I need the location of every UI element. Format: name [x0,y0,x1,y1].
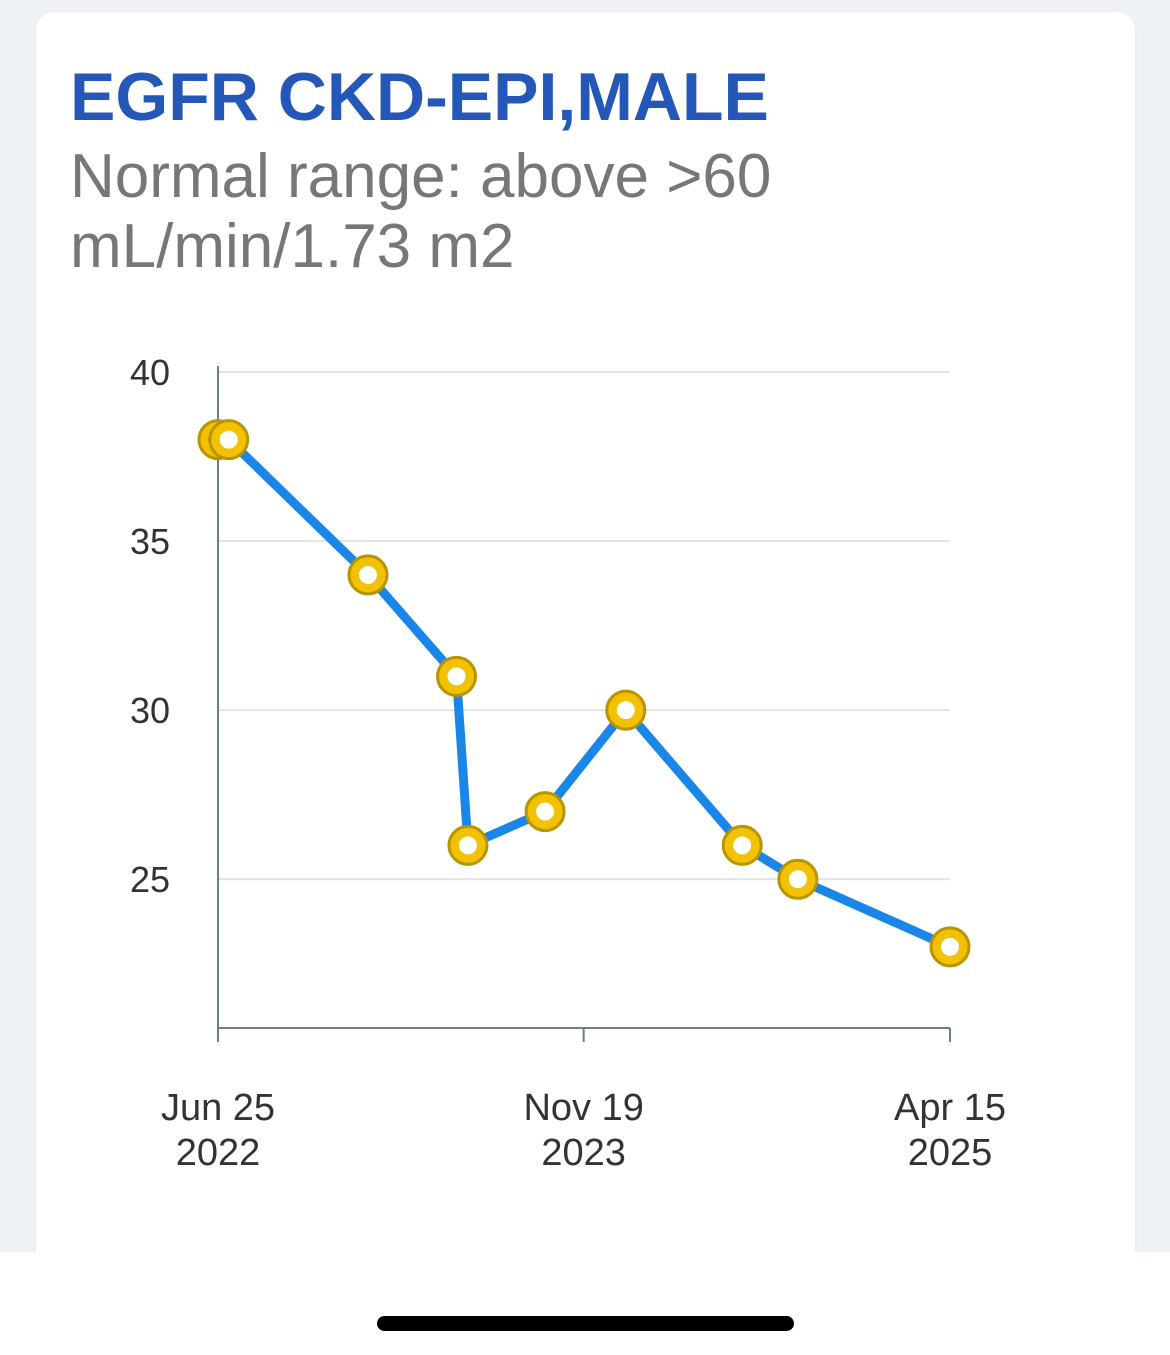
x-tick-label-year: 2023 [541,1132,626,1174]
data-point-center [219,430,238,449]
data-point[interactable] [929,926,971,968]
data-point[interactable] [447,824,489,866]
y-tick-label: 35 [130,521,170,562]
data-point-center [941,937,959,956]
data-point[interactable] [524,791,566,833]
data-point[interactable] [605,689,647,731]
data-point[interactable] [436,655,478,697]
data-point[interactable] [777,858,819,900]
data-point-center [536,802,555,821]
data-point-center [447,667,466,686]
data-point[interactable] [347,554,389,596]
series-line [213,435,955,952]
x-tick-label-date: Nov 19 [523,1087,643,1129]
x-tick-label-date: Apr 15 [894,1087,1006,1129]
data-point-center [616,701,635,720]
data-point-center [458,836,477,855]
chart-card [36,12,1135,1312]
data-point[interactable] [721,824,763,866]
x-tick-label-year: 2025 [908,1132,993,1174]
y-tick-label: 40 [130,352,170,393]
data-point-center [733,836,752,855]
home-indicator[interactable] [377,1316,794,1331]
data-point-center [358,565,377,584]
y-tick-label: 30 [130,690,170,731]
y-tick-label: 25 [130,859,170,900]
bottom-bar [0,1252,1170,1355]
normal-range-subtitle: Normal range: above >60 mL/min/1.73 m2 [70,142,772,281]
chart-title: EGFR CKD-EPI,MALE [70,59,769,135]
x-tick-label-year: 2022 [176,1132,261,1174]
data-point-center [788,870,807,889]
x-tick-label-date: Jun 25 [161,1087,275,1129]
data-point[interactable] [208,419,250,461]
